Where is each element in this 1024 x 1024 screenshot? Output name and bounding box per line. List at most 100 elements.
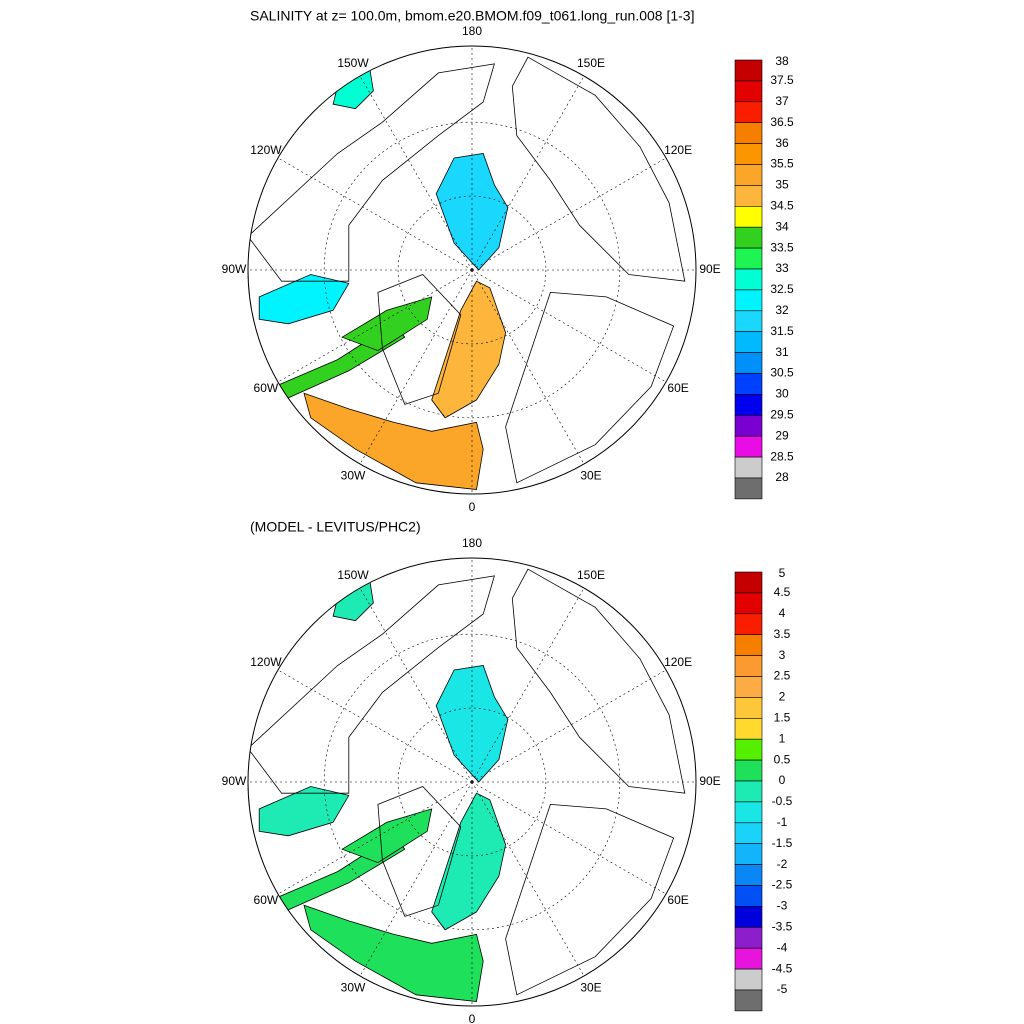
meridian-line xyxy=(471,75,585,271)
colorbar-label: 3.5 xyxy=(774,627,791,641)
colorbar-swatch xyxy=(734,247,763,270)
colorbar-label: -1 xyxy=(777,815,788,829)
region-bering-strait xyxy=(332,575,374,622)
colorbar-swatch xyxy=(734,414,763,437)
coastline xyxy=(505,803,675,996)
colorbar-label: 1 xyxy=(779,731,786,745)
colorbar-swatch xyxy=(734,864,763,886)
longitude-label: 30E xyxy=(580,468,601,482)
colorbar-label: 28 xyxy=(775,470,789,484)
coastline xyxy=(505,291,675,484)
chart-title: SALINITY at z= 100.0m, bmom.e20.BMOM.f09… xyxy=(250,8,695,24)
region-fram-strait xyxy=(431,792,507,931)
longitude-label: 120W xyxy=(250,143,282,157)
colorbar-swatch xyxy=(734,780,763,803)
colorbar-swatch xyxy=(734,164,763,186)
colorbar: 5 4.5 4 3.5 3 2.5 2 1.5 1 0.5 0 -0.5 -1 -1.5 -2 -2.5 -3 -… xyxy=(734,566,793,1012)
region-atlantic-inflow xyxy=(303,904,484,1002)
longitude-label: 60E xyxy=(667,893,688,907)
meridian-line xyxy=(359,781,473,977)
longitude-label: 150E xyxy=(577,56,605,70)
colorbar-label: 34.5 xyxy=(770,198,794,212)
longitude-label: 30W xyxy=(341,980,366,994)
colorbar-label: 32.5 xyxy=(770,282,794,296)
colorbar-swatch xyxy=(734,394,763,416)
longitude-label: 30W xyxy=(341,468,366,482)
longitude-label: 90E xyxy=(699,774,720,788)
longitude-label: 120E xyxy=(664,655,692,669)
colorbar-swatch xyxy=(734,206,763,228)
longitude-label: 180 xyxy=(462,536,482,550)
meridian-line xyxy=(471,269,667,383)
meridian-line xyxy=(359,75,473,271)
map-boundary xyxy=(247,45,697,495)
colorbar-swatch xyxy=(734,822,763,844)
colorbar-swatch xyxy=(734,676,763,698)
colorbar-swatch xyxy=(734,456,763,479)
colorbar-label: 0 xyxy=(779,773,786,787)
longitude-label: 30E xyxy=(580,980,601,994)
colorbar-swatch xyxy=(734,717,763,740)
colorbar-swatch xyxy=(734,592,763,615)
colorbar-label: 29 xyxy=(775,428,789,442)
colorbar-swatch xyxy=(734,59,763,82)
meridian-line xyxy=(277,269,473,383)
colorbar-swatch xyxy=(734,331,763,353)
colorbar-label: 30.5 xyxy=(770,366,794,380)
polar-map xyxy=(248,46,696,494)
colorbar-label: 4 xyxy=(779,606,786,620)
colorbar-swatch xyxy=(734,477,763,500)
meridian-line xyxy=(471,157,667,271)
colorbar-label: -1.5 xyxy=(772,836,793,850)
region-canadian-archipelago xyxy=(258,274,350,325)
colorbar-label: 37 xyxy=(775,94,789,108)
meridian-line xyxy=(471,781,667,895)
colorbar-swatch xyxy=(734,185,763,207)
colorbar-label: 4.5 xyxy=(774,585,791,599)
colorbar-swatch xyxy=(734,926,763,949)
colorbar-label: -4.5 xyxy=(772,961,793,975)
colorbar: 38 37.5 37 36.5 36 35.5 35 34.5 34 33.5 33 32.5 32 31… xyxy=(734,54,794,500)
meridian-line xyxy=(471,269,585,465)
longitude-label: 120W xyxy=(250,655,282,669)
latitude-circle xyxy=(323,121,621,419)
colorbar-label: 35 xyxy=(775,178,789,192)
region-baffin-bay xyxy=(341,808,433,864)
colorbar-label: -3.5 xyxy=(772,919,793,933)
latitude-circle xyxy=(323,633,621,931)
colorbar-swatch xyxy=(734,101,763,124)
colorbar-label: 37.5 xyxy=(770,73,794,87)
colorbar-swatch xyxy=(734,989,763,1012)
meridian-line xyxy=(277,781,473,895)
colorbar-label: -4 xyxy=(777,940,788,954)
colorbar-label: 31.5 xyxy=(770,324,794,338)
colorbar-swatch xyxy=(734,906,763,928)
colorbar-label: 33.5 xyxy=(770,240,794,254)
coastline xyxy=(511,568,686,794)
longitude-label: 90E xyxy=(699,262,720,276)
colorbar-label: 34 xyxy=(775,219,789,233)
coastline xyxy=(377,274,462,405)
colorbar-swatch xyxy=(734,352,763,374)
chart-title: (MODEL - LEVITUS/PHC2) xyxy=(250,519,421,535)
colorbar-label: 30 xyxy=(775,387,789,401)
colorbar-swatch xyxy=(734,571,763,594)
colorbar-label: 3 xyxy=(779,648,786,662)
colorbar-swatch xyxy=(734,655,763,677)
colorbar-label: 38 xyxy=(775,54,789,68)
longitude-label: 180 xyxy=(462,24,482,38)
salinity-panel: SALINITY at z= 100.0m, bmom.e20.BMOM.f09… xyxy=(222,8,794,514)
colorbar-label: -3 xyxy=(777,899,788,913)
longitude-label: 0 xyxy=(469,500,476,514)
colorbar-swatch xyxy=(734,738,763,761)
colorbar-swatch xyxy=(734,268,763,291)
meridian-line xyxy=(277,157,473,271)
meridian-line xyxy=(359,587,473,783)
colorbar-label: 1.5 xyxy=(774,710,791,724)
colorbar-label: 28.5 xyxy=(770,449,794,463)
colorbar-label: 35.5 xyxy=(770,157,794,171)
colorbar-swatch xyxy=(734,843,763,865)
meridian-line xyxy=(471,669,667,783)
region-atlantic-inflow xyxy=(303,392,484,490)
colorbar-swatch xyxy=(734,697,763,719)
